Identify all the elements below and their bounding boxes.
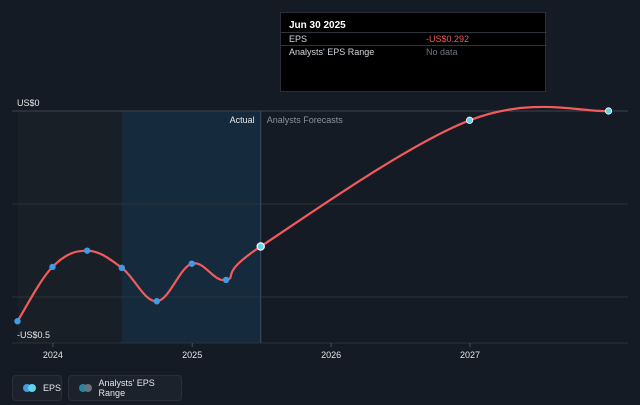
legend-range-label: Analysts' EPS Range [98, 378, 155, 398]
eps-point[interactable] [49, 263, 56, 271]
tooltip-range-row: Analysts' EPS Range No data [281, 45, 547, 59]
legend-eps-label: EPS [42, 383, 61, 393]
eps-series-line [16, 105, 610, 323]
forecast-point[interactable] [604, 107, 613, 115]
eps-point[interactable] [118, 264, 125, 272]
y-axis-bottom-label: -US$0.5 [17, 330, 50, 340]
tooltip: Jun 30 2025 EPS -US$0.292 Analysts' EPS … [280, 12, 547, 92]
y-axis-top-label: US$0 [17, 98, 40, 108]
actual-label: Actual [230, 115, 255, 125]
x-axis-tick-label: 2027 [460, 350, 480, 360]
eps-legend-icon [23, 384, 37, 392]
eps-point[interactable] [188, 260, 196, 267]
eps-data-points [14, 107, 613, 325]
forecast-point[interactable] [256, 242, 265, 251]
gridlines [12, 110, 628, 344]
eps-point[interactable] [14, 317, 21, 325]
actual-highlight-band [121, 111, 261, 343]
range-legend-icon [79, 384, 93, 392]
tooltip-date: Jun 30 2025 [289, 20, 346, 31]
x-axis-tick-label: 2024 [43, 350, 63, 360]
tooltip-range-value: No data [426, 47, 458, 57]
x-axis-tick-label: 2026 [321, 350, 341, 360]
forecast-point[interactable] [466, 116, 474, 124]
legend-eps-button[interactable]: EPS [12, 375, 62, 401]
x-axis-ticks: 2024 2025 2026 2027 [43, 343, 480, 360]
tooltip-eps-label: EPS [289, 34, 308, 44]
tooltip-range-label: Analysts' EPS Range [289, 47, 375, 57]
x-axis-tick-label: 2025 [182, 350, 202, 360]
tooltip-eps-row: EPS -US$0.292 [281, 32, 547, 46]
eps-point[interactable] [153, 298, 160, 305]
eps-point[interactable] [83, 247, 91, 254]
tooltip-eps-value: -US$0.292 [426, 34, 470, 44]
eps-point[interactable] [222, 276, 230, 284]
legend-range-button[interactable]: Analysts' EPS Range [68, 375, 182, 401]
forecast-label: Analysts Forecasts [267, 115, 344, 125]
